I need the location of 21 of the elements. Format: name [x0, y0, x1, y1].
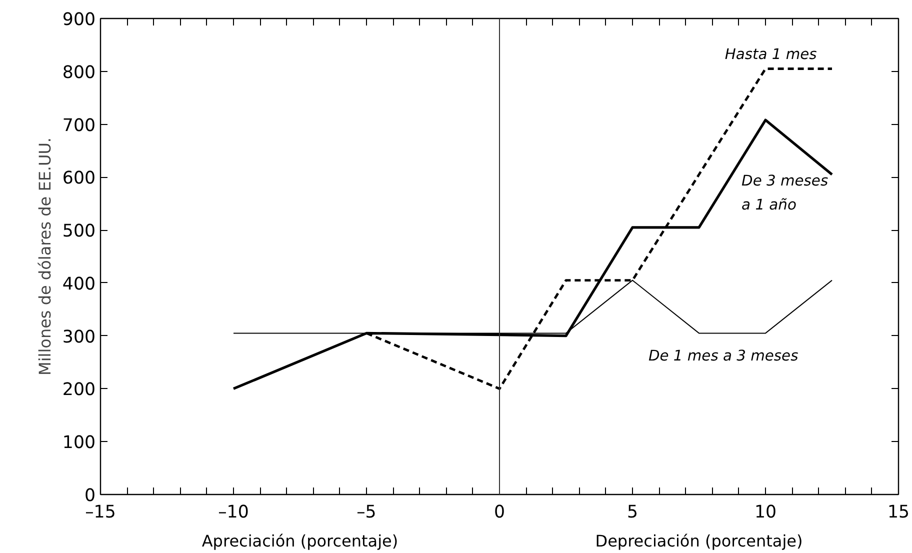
x-tick-label: 0 [494, 502, 506, 522]
y-tick-label: 900 [62, 10, 96, 30]
y-tick-label: 200 [62, 380, 96, 400]
text: Depreciación (porcentaje) [595, 532, 803, 550]
y-tick-label: 400 [62, 274, 96, 294]
series-label: Hasta 1 mes [724, 46, 818, 63]
x-tick-label: 5 [626, 502, 638, 522]
x-tick-label: –5 [356, 502, 376, 522]
series-label: De 3 meses a 1 año [742, 172, 828, 214]
y-tick-label: 800 [62, 62, 96, 83]
y-tick-label: 600 [62, 168, 96, 189]
y-tick-label: 700 [62, 116, 96, 136]
y-tick-label: 300 [62, 327, 96, 348]
x-tick-label: 10 [754, 502, 777, 522]
text: Apreciación (porcentaje) [202, 532, 398, 550]
y-tick-label: 100 [62, 433, 96, 454]
x-tick-label: –10 [218, 502, 249, 522]
y-axis-title: Millones de dólares de EE.UU. [35, 137, 54, 376]
x-tick-label: 15 [887, 502, 910, 522]
series-label: De 1 mes a 3 meses [648, 347, 799, 364]
y-tick-label: 500 [62, 222, 96, 242]
